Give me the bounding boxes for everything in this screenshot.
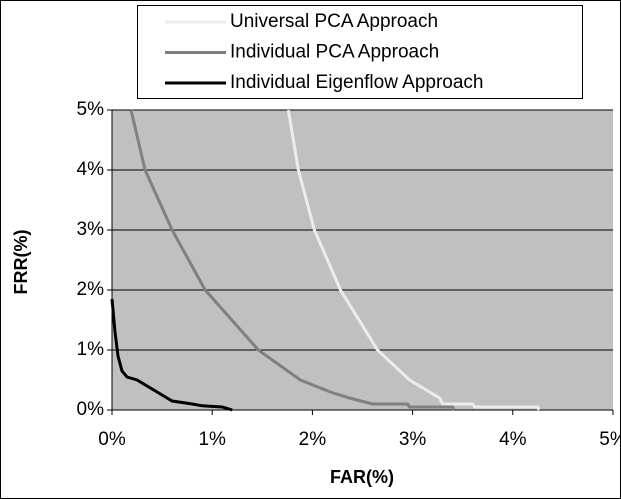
x-axis-title: FAR(%) <box>330 467 394 487</box>
x-tick-label: 5% <box>599 429 621 450</box>
x-tick-label: 2% <box>299 429 327 450</box>
series-line <box>129 109 456 411</box>
y-tick-label: 2% <box>77 279 105 300</box>
x-tick-label: 1% <box>198 429 226 450</box>
y-tick-label: 3% <box>77 219 105 240</box>
legend-label: Universal PCA Approach <box>230 11 438 32</box>
legend-label: Individual Eigenflow Approach <box>230 72 484 93</box>
series-line <box>110 298 233 412</box>
plot-area <box>112 110 613 410</box>
y-tick-label: 5% <box>77 99 105 120</box>
legend-label: Individual PCA Approach <box>230 42 439 63</box>
x-tick-label: 4% <box>499 429 527 450</box>
y-tick-label: 0% <box>77 399 105 420</box>
y-tick-label: 4% <box>77 159 105 180</box>
y-axis-title: FRR(%) <box>11 230 31 295</box>
series-line <box>286 109 541 411</box>
x-tick-label: 0% <box>98 429 126 450</box>
y-tick-label: 1% <box>77 339 105 360</box>
x-tick-label: 3% <box>399 429 427 450</box>
legend: Universal PCA Approach Individual PCA App… <box>137 5 583 99</box>
